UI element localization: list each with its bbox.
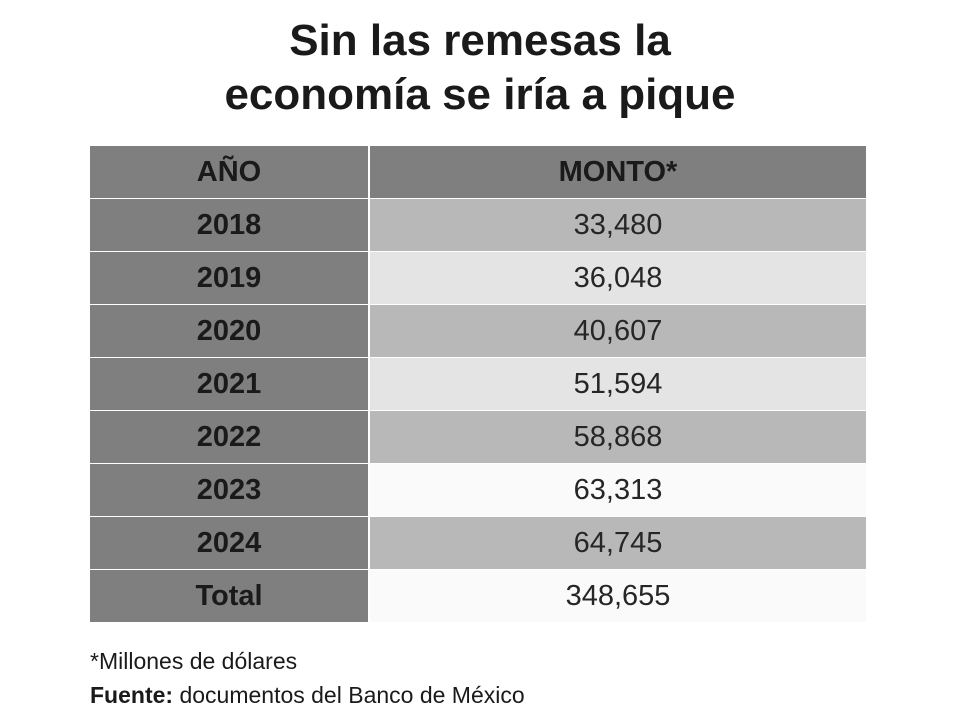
table-cell-total-amount: 348,655 (370, 570, 866, 622)
table-row: 2019 36,048 (90, 252, 866, 305)
table-cell-total-label: Total (90, 570, 370, 622)
table-row: 2022 58,868 (90, 411, 866, 464)
table-header-row: AÑO MONTO* (90, 146, 866, 199)
table-cell-amount: 58,868 (370, 411, 866, 463)
source-text: documentos del Banco de México (173, 682, 525, 708)
table-cell-amount: 40,607 (370, 305, 866, 357)
column-header-year: AÑO (90, 146, 370, 198)
table-cell-year: 2018 (90, 199, 370, 251)
footnote: *Millones de dólares Fuente: documentos … (90, 644, 525, 712)
table-cell-amount: 64,745 (370, 517, 866, 569)
table-cell-year: 2020 (90, 305, 370, 357)
chart-title: Sin las remesas la economía se iría a pi… (0, 14, 960, 122)
table-cell-year: 2022 (90, 411, 370, 463)
table-row: 2023 63,313 (90, 464, 866, 517)
table-cell-year: 2019 (90, 252, 370, 304)
table-cell-year: 2024 (90, 517, 370, 569)
table-cell-amount: 33,480 (370, 199, 866, 251)
table-cell-year: 2023 (90, 464, 370, 516)
chart-title-line-2: economía se iría a pique (224, 70, 736, 119)
table-cell-amount: 63,313 (370, 464, 866, 516)
table-row: 2020 40,607 (90, 305, 866, 358)
column-header-amount: MONTO* (370, 146, 866, 198)
table-row: 2018 33,480 (90, 199, 866, 252)
remittances-table: AÑO MONTO* 2018 33,480 2019 36,048 2020 … (90, 146, 866, 623)
chart-title-line-1: Sin las remesas la (289, 16, 671, 65)
table-row: 2024 64,745 (90, 517, 866, 570)
table-cell-year: 2021 (90, 358, 370, 410)
source-label: Fuente: (90, 682, 174, 708)
source-note: Fuente: documentos del Banco de México (90, 678, 525, 712)
table-cell-amount: 36,048 (370, 252, 866, 304)
table-row: 2021 51,594 (90, 358, 866, 411)
units-note: *Millones de dólares (90, 648, 298, 674)
table-total-row: Total 348,655 (90, 570, 866, 623)
table-cell-amount: 51,594 (370, 358, 866, 410)
